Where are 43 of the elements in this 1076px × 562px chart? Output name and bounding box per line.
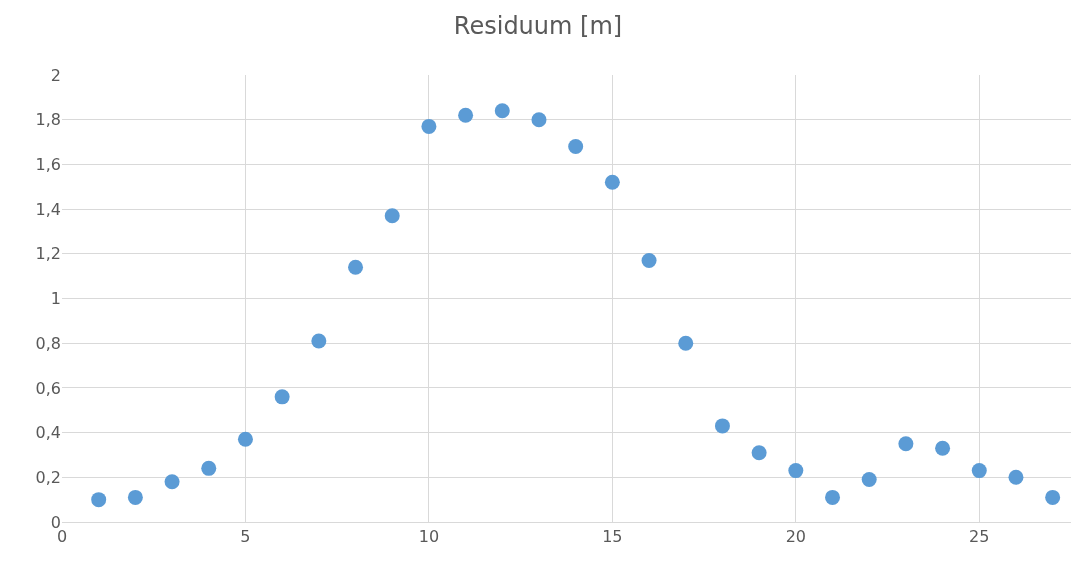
point — [825, 489, 841, 505]
point — [164, 474, 180, 490]
point — [898, 436, 914, 452]
point — [641, 253, 657, 268]
x-tick-label: 25 — [969, 527, 990, 547]
y-tick-label: 1,8 — [35, 110, 61, 130]
y-tick-label: 0,4 — [35, 423, 61, 443]
y-tick-label: 1 — [50, 289, 61, 309]
point — [127, 489, 143, 505]
point — [311, 333, 327, 349]
point — [714, 418, 730, 434]
y-tick-label: 0,8 — [35, 333, 61, 353]
point — [971, 463, 987, 479]
point — [604, 174, 620, 190]
point — [421, 118, 437, 134]
point — [91, 492, 107, 508]
point — [348, 259, 364, 275]
point — [1008, 469, 1024, 485]
point — [494, 103, 510, 119]
point — [678, 335, 694, 351]
point — [861, 472, 877, 488]
x-tick-label: 5 — [240, 527, 251, 547]
y-tick-label: 0,6 — [35, 378, 61, 398]
y-tick-label: 1,2 — [35, 244, 61, 264]
point — [1045, 489, 1061, 505]
point — [788, 463, 804, 479]
point — [458, 107, 474, 123]
x-tick-label: 10 — [418, 527, 440, 547]
point — [935, 440, 951, 456]
chart-title: Residuum [m] — [453, 11, 623, 40]
y-tick-label: 2 — [50, 65, 61, 85]
x-tick-label: 15 — [602, 527, 623, 547]
y-tick-label: 1,4 — [35, 199, 61, 219]
point — [201, 460, 217, 476]
point — [568, 139, 584, 155]
point — [384, 208, 400, 224]
point — [531, 112, 547, 128]
x-tick-label: 20 — [785, 527, 806, 547]
point — [751, 445, 767, 461]
point — [237, 431, 253, 447]
y-tick-label: 0,2 — [35, 467, 61, 487]
point — [274, 389, 290, 405]
y-tick-label: 1,6 — [35, 155, 61, 174]
